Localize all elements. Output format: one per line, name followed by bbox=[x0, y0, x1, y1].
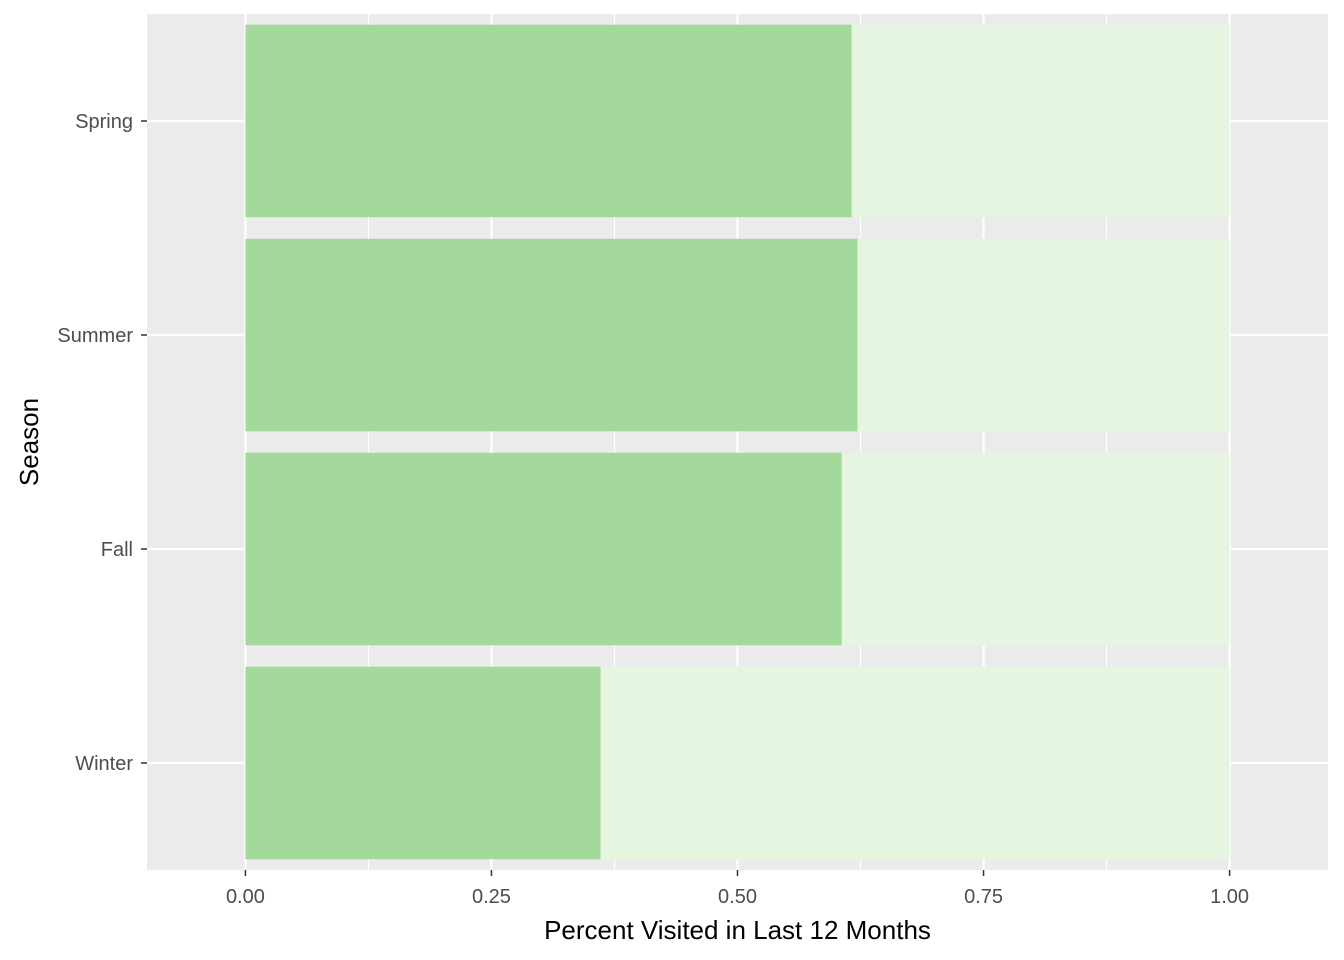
bar-summer-segment-2 bbox=[857, 238, 1230, 432]
x-axis-title: Percent Visited in Last 12 Months bbox=[544, 915, 931, 945]
y-tick-label: Fall bbox=[101, 539, 133, 561]
x-tick-label: 0.00 bbox=[226, 886, 265, 908]
x-tick-label: 0.75 bbox=[964, 886, 1003, 908]
bar-summer-segment-1 bbox=[245, 238, 858, 432]
y-axis: Spring Summer Fall Winter bbox=[57, 111, 147, 775]
bars bbox=[245, 24, 1230, 860]
y-tick-label: Summer bbox=[57, 325, 133, 347]
bar-winter-segment-1 bbox=[245, 666, 601, 860]
bar-fall-segment-2 bbox=[841, 452, 1230, 646]
x-axis: 0.00 0.25 0.50 0.75 1.00 bbox=[226, 870, 1249, 908]
bar-fall-segment-1 bbox=[245, 452, 842, 646]
bar-spring-segment-2 bbox=[851, 24, 1230, 218]
x-tick-label: 0.25 bbox=[472, 886, 511, 908]
x-tick-label: 1.00 bbox=[1210, 886, 1249, 908]
y-tick-label: Spring bbox=[75, 111, 133, 133]
y-axis-title: Season bbox=[14, 398, 44, 486]
bar-winter-segment-2 bbox=[600, 666, 1230, 860]
x-tick-label: 0.50 bbox=[718, 886, 757, 908]
y-tick-label: Winter bbox=[75, 753, 133, 775]
bar-spring-segment-1 bbox=[245, 24, 852, 218]
